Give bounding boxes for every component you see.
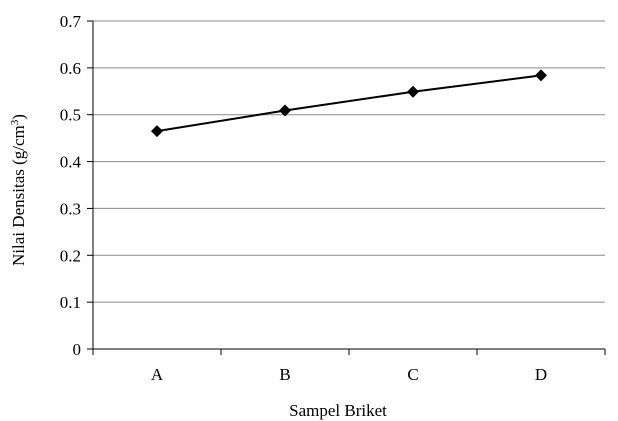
data-point-marker (407, 85, 419, 98)
axes (92, 21, 605, 350)
y-axis-title-main: Nilai Densitas (g/cm (9, 125, 28, 266)
data-point-marker (151, 125, 163, 138)
data-point-marker (535, 69, 547, 82)
y-tick-label: 0.2 (60, 246, 81, 265)
x-tick-label: B (279, 365, 290, 384)
x-tick-label: A (151, 365, 164, 384)
y-tick-label: 0 (73, 340, 82, 359)
series (151, 69, 547, 138)
y-axis-title-close: ) (9, 114, 28, 120)
y-axis-title-superscript: 3 (9, 119, 21, 125)
y-tick-labels: 0 0.1 0.2 0.3 0.4 0.5 0.6 0.7 (60, 12, 93, 359)
x-axis-title: Sampel Briket (289, 401, 387, 420)
y-tick-label: 0.4 (60, 153, 82, 172)
y-tick-label: 0.6 (60, 59, 81, 78)
y-tick-label: 0.3 (60, 199, 81, 218)
y-tick-label: 0.1 (60, 293, 81, 312)
x-tick-label: C (407, 365, 418, 384)
series-line (156, 74, 542, 133)
x-tick-label: D (535, 365, 547, 384)
y-tick-label: 0.5 (60, 106, 81, 125)
data-point-marker (279, 104, 291, 117)
grid-lines (93, 20, 605, 303)
x-tick-labels: A B C D (92, 349, 606, 384)
y-tick-label: 0.7 (60, 12, 82, 31)
y-axis-title: Nilai Densitas (g/cm3) (9, 114, 28, 266)
